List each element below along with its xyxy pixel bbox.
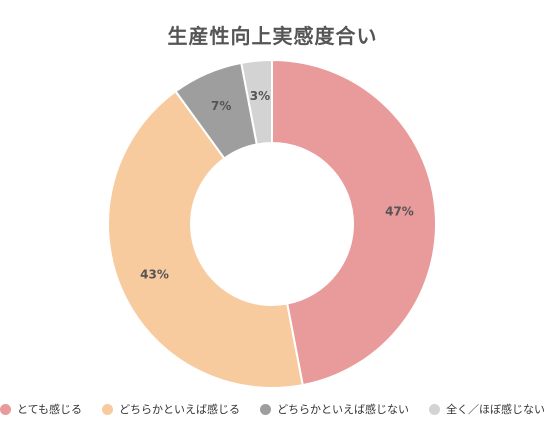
slice-label-2: 43% [140, 267, 169, 281]
slice-1 [271, 58, 437, 387]
legend-label-2: どちらかといえば感じる [119, 403, 241, 416]
chart-title: 生産性向上実感度合い [167, 24, 378, 48]
legend: とても感じる どちらかといえば感じる どちらかといえば感じない 全く／ほぼ感じない [0, 401, 545, 417]
legend-label-3: どちらかといえば感じない [277, 403, 410, 416]
legend-swatch-1 [0, 403, 11, 415]
legend-item-2: どちらかといえば感じる [102, 401, 240, 417]
legend-label-1: とても感じる [16, 403, 83, 416]
legend-item-3: どちらかといえば感じない [260, 401, 409, 417]
legend-item-1: とても感じる [0, 401, 82, 417]
slice-label-1: 47% [385, 204, 414, 218]
slice-4 [240, 58, 273, 146]
slice-2 [107, 89, 304, 389]
slice-label-4: 3% [250, 89, 270, 103]
legend-label-4: 全く／ほぼ感じない [446, 403, 545, 416]
legend-swatch-2 [102, 403, 114, 415]
legend-swatch-3 [260, 403, 272, 415]
legend-swatch-4 [429, 403, 441, 415]
legend-item-4: 全く／ほぼ感じない [429, 401, 545, 417]
slice-label-3: 7% [211, 99, 231, 113]
